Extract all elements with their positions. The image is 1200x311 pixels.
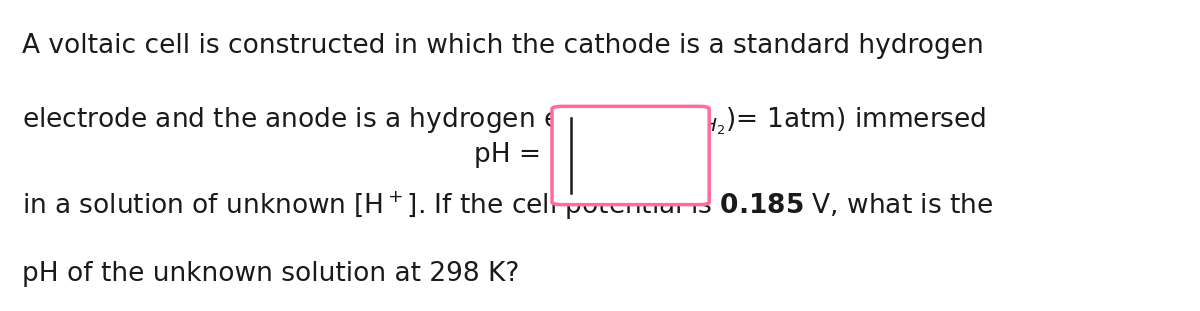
Text: electrode and the anode is a hydrogen electrode ($\mathit{P}_{H_2}$)= 1atm) imme: electrode and the anode is a hydrogen el… <box>22 106 985 137</box>
Text: pH of the unknown solution at 298 K?: pH of the unknown solution at 298 K? <box>22 261 518 287</box>
Text: pH =: pH = <box>474 142 550 169</box>
Text: in a solution of unknown [H$^+$]. If the cell potential is $\mathbf{0.185}$ V, w: in a solution of unknown [H$^+$]. If the… <box>22 190 992 222</box>
Text: A voltaic cell is constructed in which the cathode is a standard hydrogen: A voltaic cell is constructed in which t… <box>22 33 983 59</box>
FancyBboxPatch shape <box>552 106 709 205</box>
